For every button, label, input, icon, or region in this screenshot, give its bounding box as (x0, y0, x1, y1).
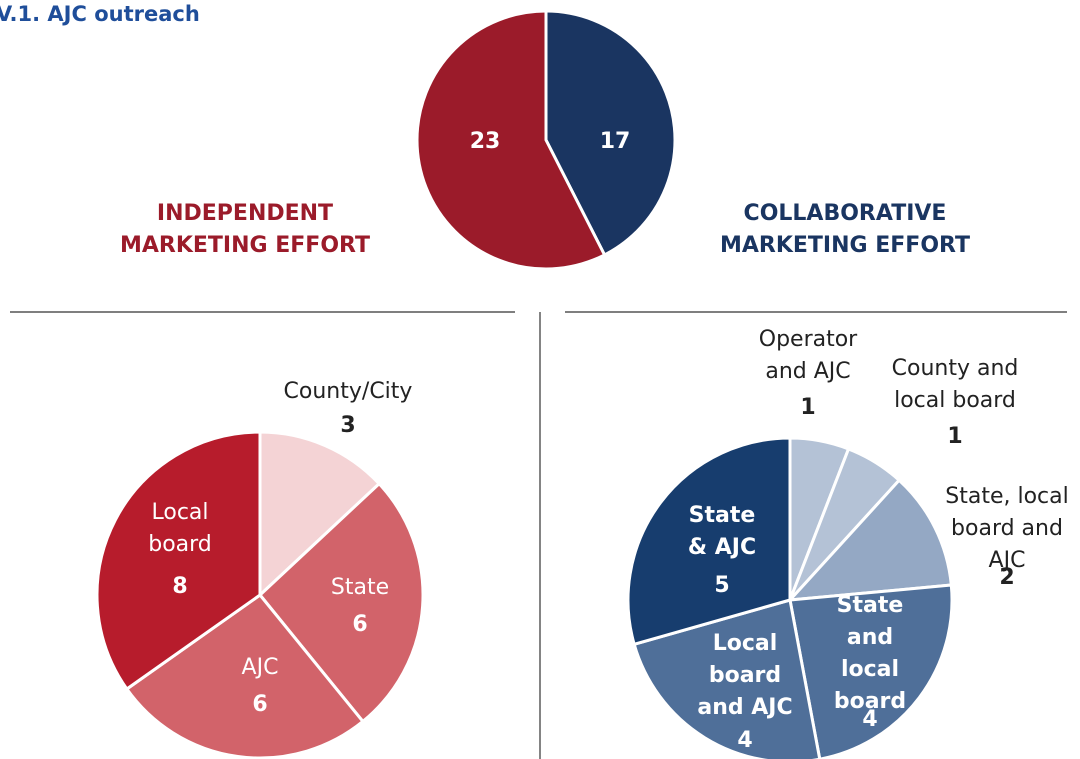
category-label: Local board and AJC (697, 631, 793, 720)
pie-slice (632, 598, 822, 759)
pie-slice (626, 436, 792, 647)
category-label: Local board (148, 500, 212, 557)
category-label: State & AJC (687, 503, 757, 560)
value-label: 17 (599, 129, 631, 154)
category-label: County/City (283, 379, 413, 404)
category-label: State (330, 575, 390, 600)
value-label: 8 (172, 574, 188, 599)
category-label: State and local board (833, 593, 907, 714)
category-label: INDEPENDENT MARKETING EFFORT (119, 201, 370, 258)
category-label: County and local board (891, 356, 1019, 413)
value-label: 3 (340, 413, 356, 438)
pie-slice (257, 481, 425, 724)
value-label: 2 (999, 565, 1015, 590)
value-label: 23 (469, 129, 501, 154)
value-label: 1 (800, 395, 816, 420)
pie-border (413, 7, 679, 273)
value-label: 4 (862, 707, 878, 732)
pie-slice (788, 583, 954, 759)
pie-slice (124, 592, 365, 759)
pie-slice (258, 430, 382, 599)
category-label: AJC (241, 655, 279, 680)
chart-title: V.1. AJC outreach (0, 2, 200, 26)
value-label: 1 (947, 424, 963, 449)
value-label: 4 (737, 728, 753, 753)
pie-slice (95, 430, 262, 692)
value-label: 5 (714, 573, 730, 598)
category-label: State, local board and AJC (945, 484, 1069, 573)
category-label: Operator and AJC (758, 327, 858, 384)
value-label: 6 (252, 692, 268, 717)
pie-slice (786, 478, 953, 602)
value-label: 6 (352, 612, 368, 637)
category-label: COLLABORATIVE MARKETING EFFORT (719, 201, 970, 258)
